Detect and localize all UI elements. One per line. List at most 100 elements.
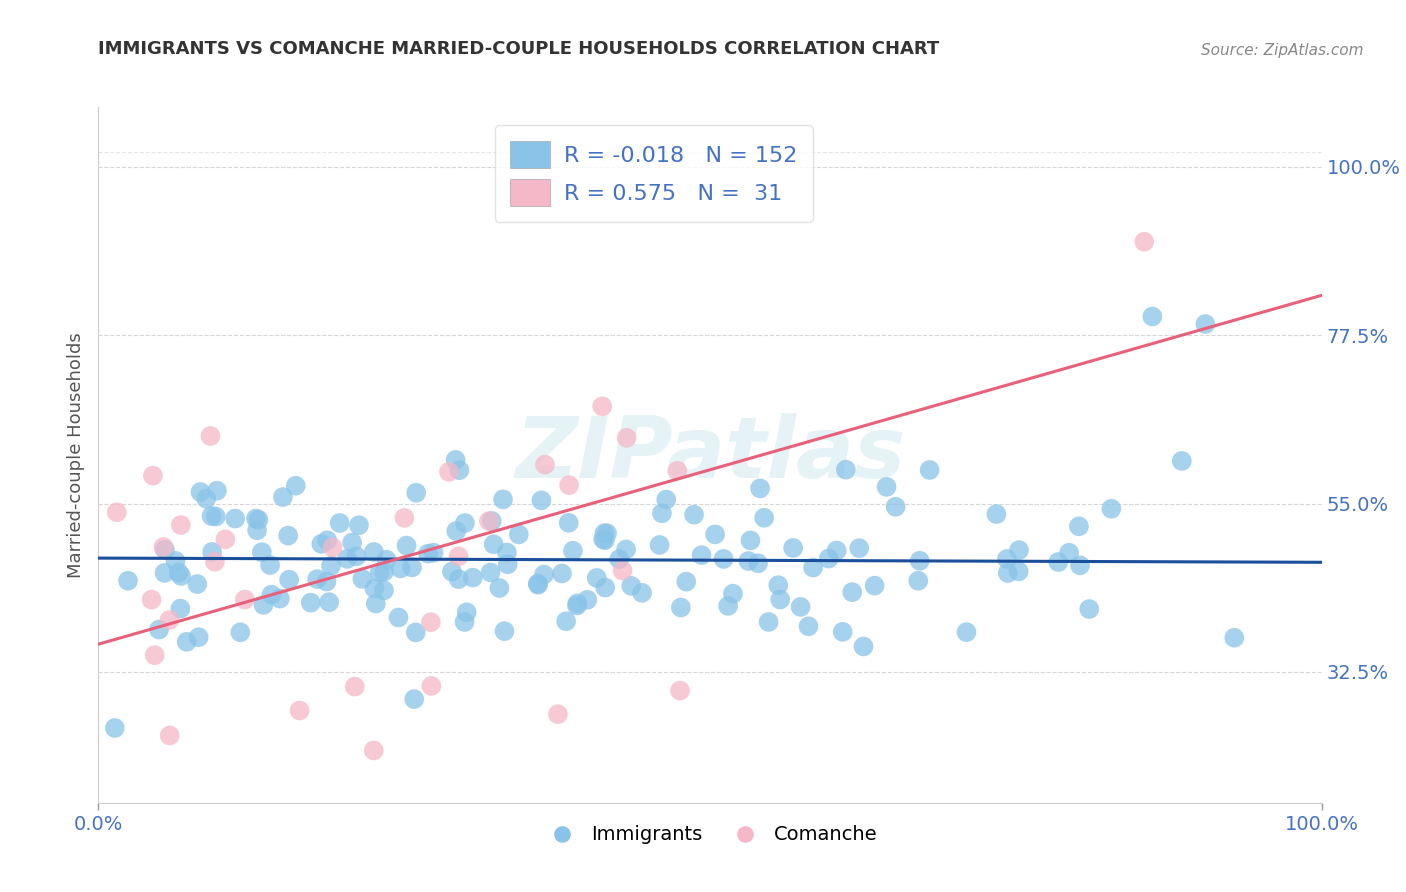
Point [245,511,267,525]
Point [1069,558,1091,573]
Point [852,640,875,654]
Point [214,533,236,547]
Point [1067,519,1090,533]
Point [747,556,769,570]
Point [446,524,468,538]
Point [1223,631,1246,645]
Point [187,630,209,644]
Point [669,683,692,698]
Point [713,552,735,566]
Point [153,542,176,557]
Point [918,463,941,477]
Point [233,592,256,607]
Point [907,574,929,588]
Point [561,543,583,558]
Point [908,554,931,568]
Point [142,468,165,483]
Point [169,601,191,615]
Point [299,596,322,610]
Point [863,579,886,593]
Point [347,518,370,533]
Point [835,463,858,477]
Point [153,566,176,580]
Point [461,571,484,585]
Point [152,540,174,554]
Point [612,564,634,578]
Point [547,707,569,722]
Point [749,482,772,496]
Point [363,545,385,559]
Point [831,624,853,639]
Point [405,625,427,640]
Point [375,552,398,566]
Point [284,479,307,493]
Point [159,729,181,743]
Point [876,480,898,494]
Point [565,599,588,613]
Point [997,566,1019,580]
Point [593,533,616,548]
Point [420,679,443,693]
Point [585,571,607,585]
Point [593,526,616,541]
Point [1133,235,1156,249]
Point [825,543,848,558]
Point [271,490,294,504]
Point [288,704,311,718]
Point [204,509,226,524]
Point [148,623,170,637]
Point [614,542,637,557]
Y-axis label: Married-couple Households: Married-couple Households [66,332,84,578]
Point [555,614,578,628]
Point [318,595,340,609]
Point [363,582,385,596]
Point [204,555,226,569]
Point [456,605,478,619]
Point [159,613,181,627]
Point [104,721,127,735]
Point [329,516,352,530]
Point [368,566,391,580]
Legend: Immigrants, Comanche: Immigrants, Comanche [534,818,886,852]
Point [167,566,190,580]
Point [454,516,477,530]
Point [224,511,246,525]
Point [591,399,613,413]
Point [620,579,643,593]
Point [311,537,333,551]
Point [278,573,301,587]
Point [717,599,740,613]
Point [683,508,706,522]
Point [259,558,281,572]
Point [651,506,673,520]
Point [533,567,555,582]
Point [596,526,619,541]
Point [170,518,193,533]
Point [395,539,418,553]
Point [447,572,470,586]
Point [105,505,128,519]
Point [344,549,367,564]
Point [143,648,166,662]
Text: Source: ZipAtlas.com: Source: ZipAtlas.com [1201,43,1364,58]
Point [176,635,198,649]
Point [322,541,344,555]
Point [817,551,839,566]
Point [478,514,501,528]
Point [782,541,804,555]
Point [576,592,599,607]
Point [1171,454,1194,468]
Point [141,592,163,607]
Point [444,453,467,467]
Point [593,581,616,595]
Point [481,514,503,528]
Point [1047,555,1070,569]
Point [269,591,291,606]
Point [1194,317,1216,331]
Point [797,619,820,633]
Point [616,431,638,445]
Point [607,552,630,566]
Point [449,463,471,477]
Point [246,524,269,538]
Point [416,547,439,561]
